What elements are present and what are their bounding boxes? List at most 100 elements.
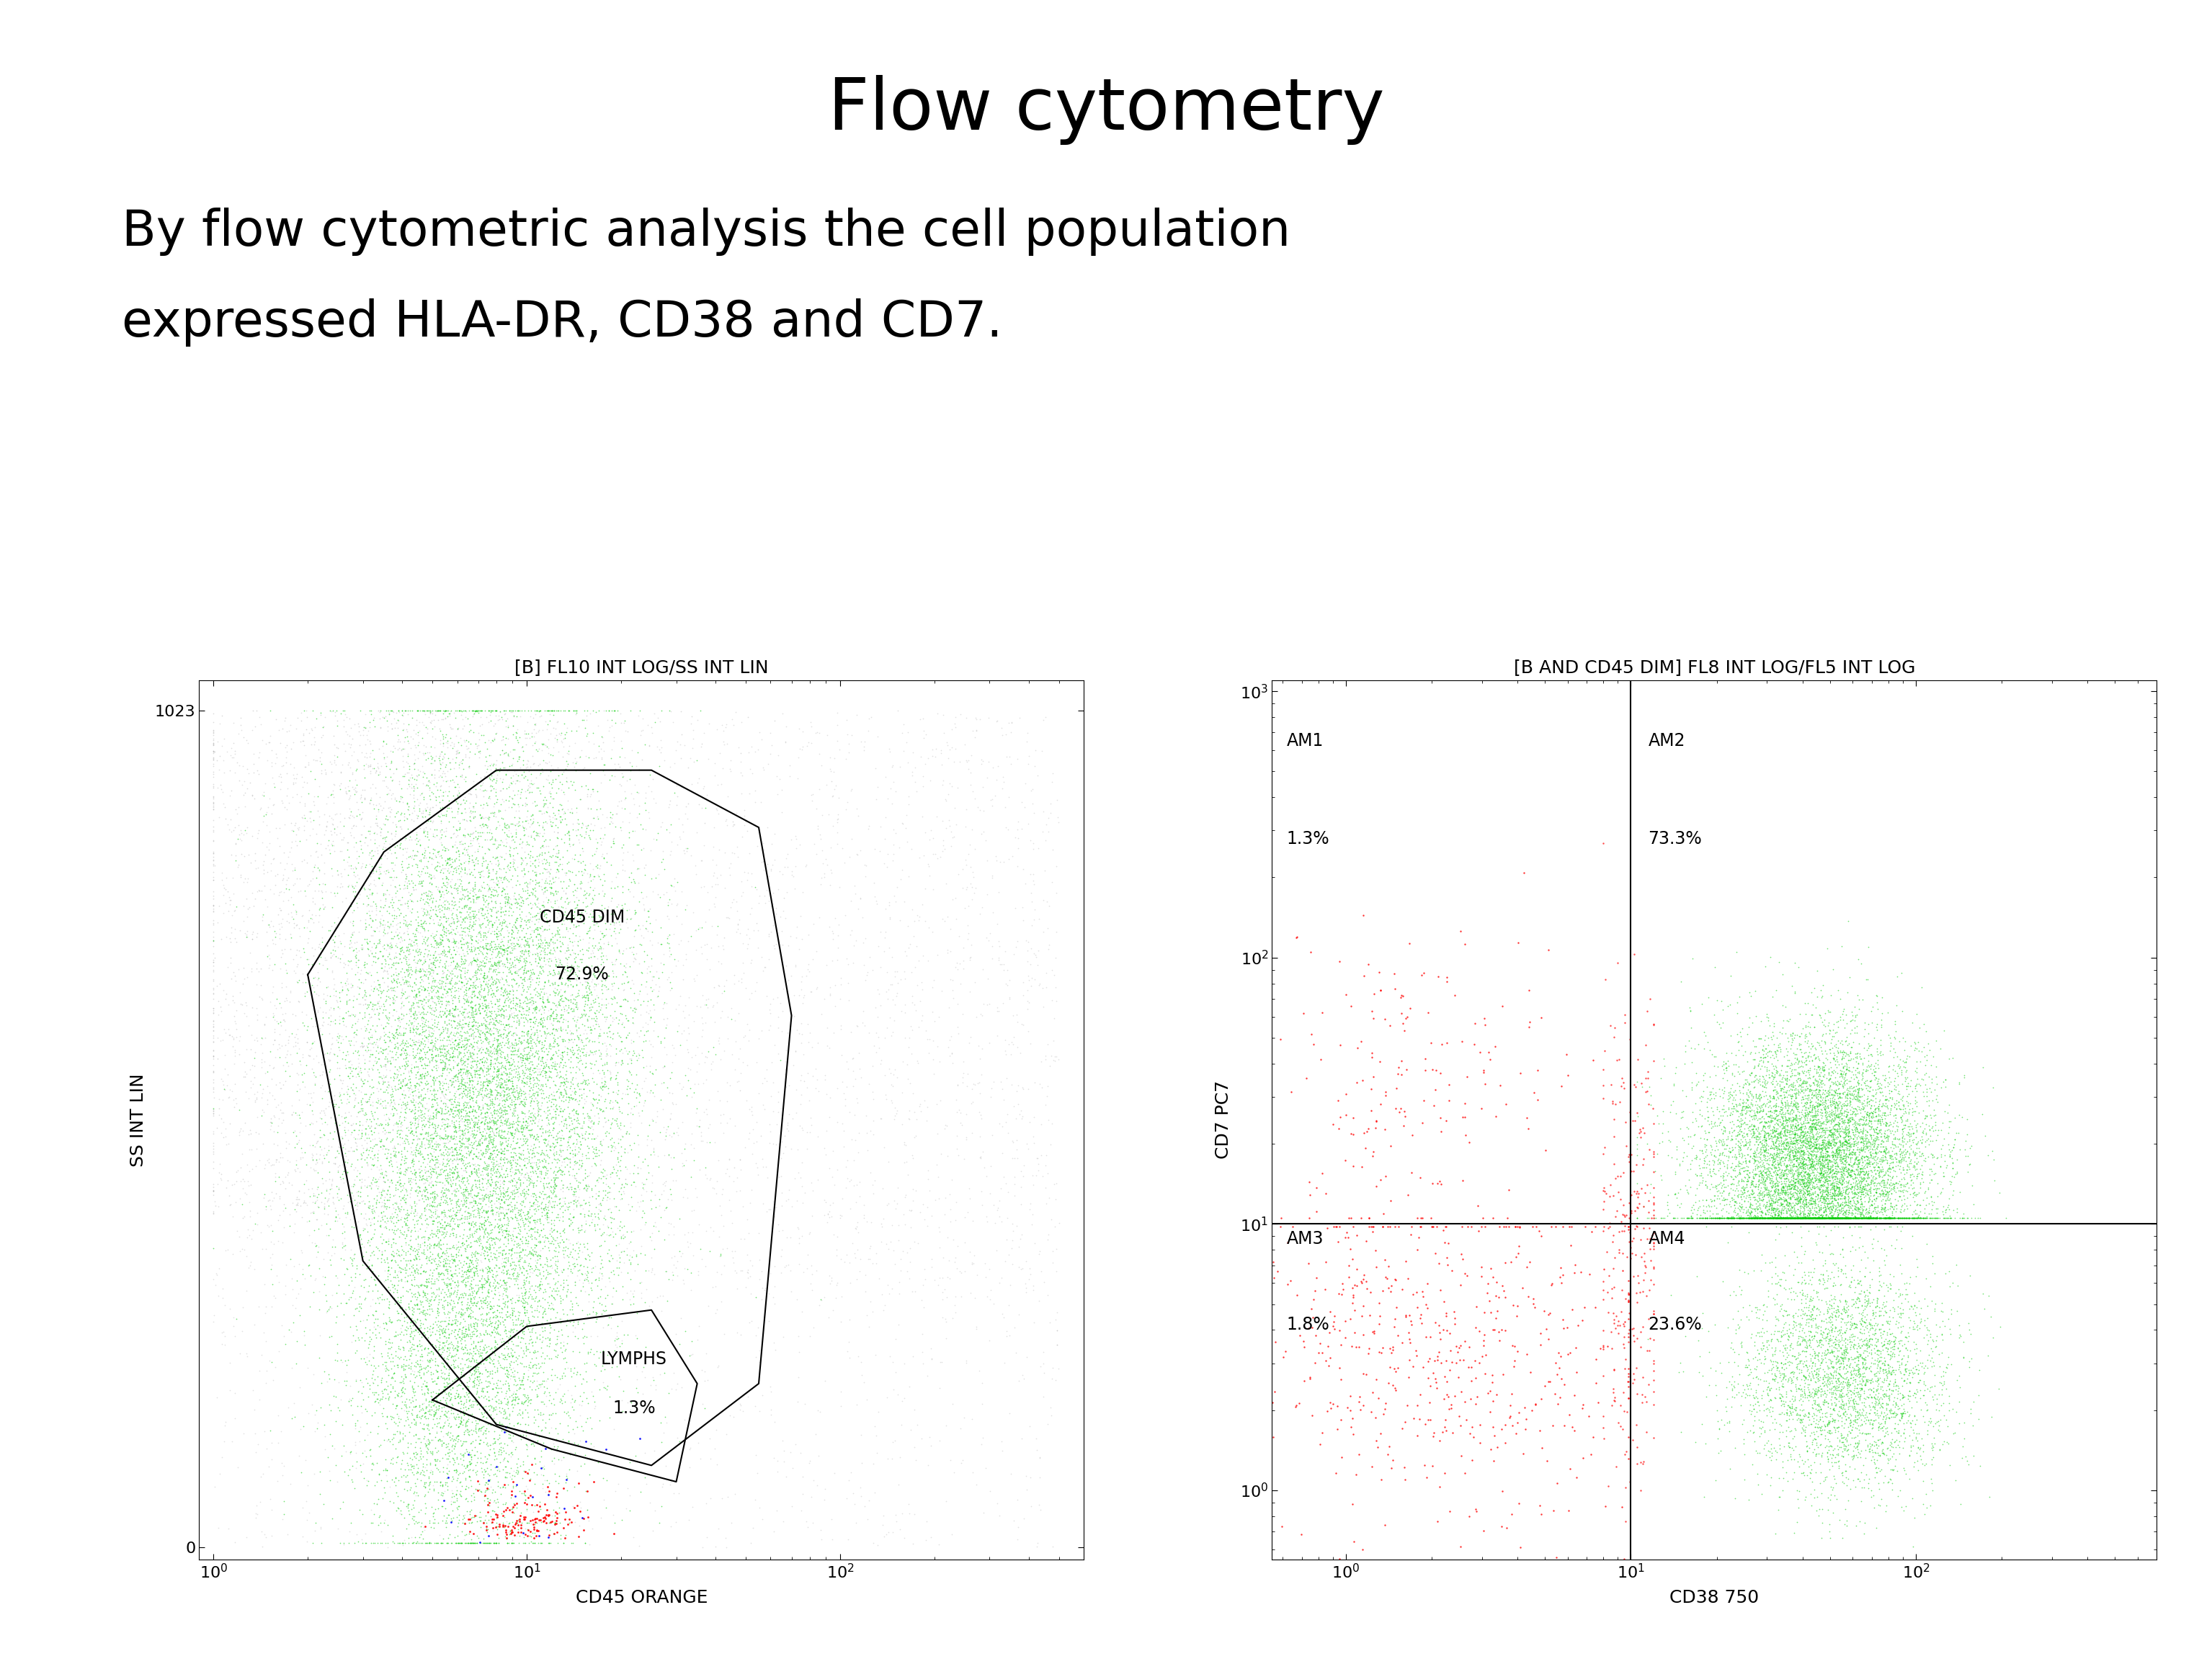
- Point: [1843, 1158, 1878, 1185]
- Point: [511, 810, 546, 836]
- Point: [1719, 1092, 1754, 1118]
- Point: [1778, 1112, 1814, 1138]
- Point: [865, 1297, 900, 1324]
- Point: [469, 1058, 504, 1085]
- Point: [1741, 1204, 1776, 1231]
- Point: [504, 1029, 540, 1055]
- Point: [1905, 1120, 1940, 1146]
- Point: [940, 1136, 975, 1163]
- Point: [538, 929, 573, 956]
- Point: [489, 830, 524, 856]
- Point: [389, 1044, 425, 1070]
- Point: [465, 1058, 500, 1085]
- Point: [358, 1170, 394, 1196]
- Point: [478, 971, 513, 997]
- Point: [248, 1435, 283, 1462]
- Point: [195, 738, 230, 765]
- Point: [1814, 1193, 1849, 1219]
- Point: [1845, 1090, 1880, 1117]
- Point: [1812, 1304, 1847, 1331]
- Point: [442, 763, 478, 790]
- Point: [518, 902, 553, 929]
- Point: [453, 1267, 489, 1294]
- Point: [363, 1199, 398, 1226]
- Point: [557, 1508, 593, 1535]
- Point: [369, 1186, 405, 1213]
- Point: [354, 1256, 389, 1282]
- Point: [414, 1163, 449, 1190]
- Point: [1896, 1010, 1931, 1037]
- Point: [560, 874, 595, 901]
- Point: [489, 1460, 524, 1486]
- Point: [447, 697, 482, 723]
- Point: [449, 876, 484, 902]
- Point: [473, 1078, 509, 1105]
- Point: [427, 971, 462, 997]
- Point: [223, 1115, 259, 1141]
- Point: [779, 954, 814, 980]
- Point: [564, 1324, 599, 1350]
- Point: [1913, 1272, 1949, 1299]
- Point: [1785, 1153, 1820, 1180]
- Point: [1876, 1204, 1911, 1231]
- Point: [301, 1128, 336, 1155]
- Point: [1743, 1198, 1778, 1224]
- Point: [363, 1133, 398, 1160]
- Point: [487, 992, 522, 1019]
- Point: [595, 801, 630, 828]
- Point: [515, 1019, 551, 1045]
- Point: [465, 1377, 500, 1404]
- Point: [1741, 1155, 1776, 1181]
- Point: [507, 1506, 542, 1533]
- Point: [1787, 1380, 1823, 1407]
- Point: [276, 818, 312, 844]
- Point: [584, 1045, 619, 1072]
- Point: [644, 931, 679, 957]
- Point: [482, 1007, 518, 1034]
- Point: [465, 863, 500, 889]
- Point: [575, 1206, 611, 1233]
- Point: [1747, 1168, 1783, 1194]
- Point: [551, 1322, 586, 1349]
- Point: [602, 770, 637, 796]
- Point: [507, 1000, 542, 1027]
- Point: [1916, 1385, 1951, 1412]
- Point: [338, 1136, 374, 1163]
- Point: [467, 1082, 502, 1108]
- Point: [465, 722, 500, 748]
- Point: [332, 805, 367, 831]
- Point: [283, 783, 319, 810]
- Point: [398, 1105, 434, 1131]
- Point: [1785, 1153, 1820, 1180]
- Point: [1635, 1158, 1670, 1185]
- Point: [1858, 1108, 1893, 1135]
- Point: [1805, 1185, 1840, 1211]
- Point: [1756, 1150, 1792, 1176]
- Point: [460, 1110, 495, 1136]
- Point: [336, 1302, 372, 1329]
- Point: [288, 753, 323, 780]
- Point: [1759, 1204, 1794, 1231]
- Point: [473, 1496, 509, 1523]
- Point: [1889, 1128, 1924, 1155]
- Point: [447, 841, 482, 868]
- Point: [460, 1355, 495, 1382]
- Point: [551, 966, 586, 992]
- Point: [1816, 1204, 1851, 1231]
- Point: [1869, 1183, 1905, 1209]
- Point: [456, 702, 491, 728]
- Point: [385, 702, 420, 728]
- Point: [708, 1420, 743, 1447]
- Point: [1807, 1112, 1843, 1138]
- Point: [425, 904, 460, 931]
- Point: [456, 1392, 491, 1418]
- Point: [411, 1128, 447, 1155]
- Point: [544, 1080, 580, 1107]
- Point: [453, 1160, 489, 1186]
- Point: [617, 994, 653, 1020]
- Point: [1692, 1176, 1728, 1203]
- Point: [1761, 1168, 1796, 1194]
- Point: [400, 1483, 436, 1510]
- Point: [1851, 1150, 1887, 1176]
- Point: [1772, 1083, 1807, 1110]
